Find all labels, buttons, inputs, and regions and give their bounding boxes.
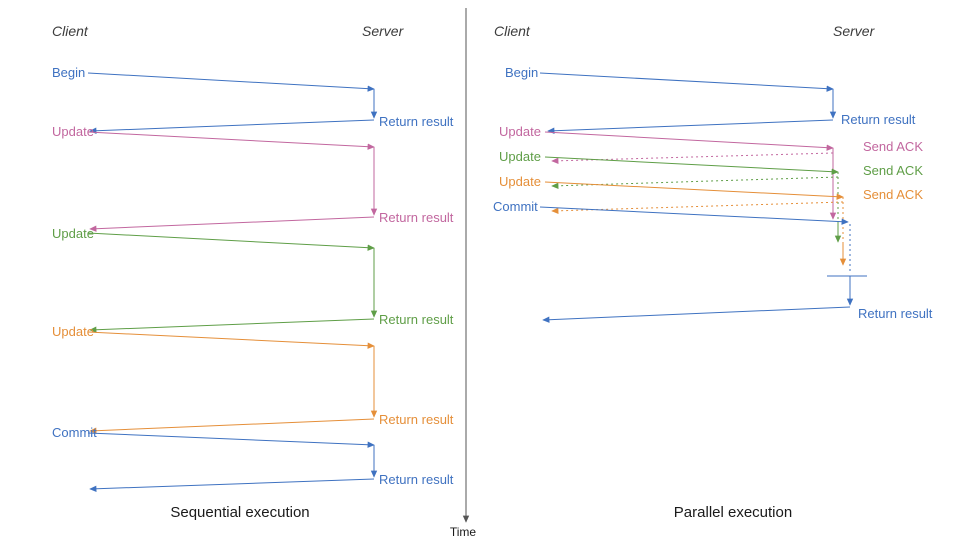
seq-update1-return-arrow: [89, 216, 375, 232]
par-update3-ack-label: Send ACK: [863, 187, 923, 202]
seq-client-label: Client: [52, 23, 89, 39]
seq-server-label: Server: [362, 23, 405, 39]
parallel-panel: Client Server Begin Return result Update…: [493, 23, 933, 521]
seq-update3-return-arrow: [89, 418, 375, 434]
seq-commit-result-label: Return result: [379, 472, 454, 487]
par-update2-label: Update: [499, 149, 541, 164]
seq-begin-label: Begin: [52, 65, 85, 80]
par-commit-return-arrow: [542, 306, 851, 323]
seq-update2-result-label: Return result: [379, 312, 454, 327]
sequential-panel: Client Server Begin Return result Update…: [52, 23, 454, 521]
par-server-label: Server: [833, 23, 876, 39]
par-update2-ack-label: Send ACK: [863, 163, 923, 178]
par-update1-ack-arrow: [551, 152, 834, 165]
par-client-label: Client: [494, 23, 531, 39]
seq-update1-label: Update: [52, 124, 94, 139]
seq-update3-label: Update: [52, 324, 94, 339]
par-update3-ack-arrow: [551, 201, 844, 215]
time-axis: Time: [450, 8, 477, 539]
seq-begin-return-arrow: [89, 119, 375, 134]
par-update2-request-arrow: [544, 156, 839, 175]
seq-update3-request-arrow: [87, 331, 375, 349]
seq-commit-request-arrow: [87, 432, 375, 448]
par-update3-label: Update: [499, 174, 541, 189]
par-update1-ack-label: Send ACK: [863, 139, 923, 154]
seq-update1-request-arrow: [87, 131, 375, 150]
seq-update3-result-label: Return result: [379, 412, 454, 427]
seq-update2-return-arrow: [89, 318, 375, 333]
seq-commit-return-arrow: [89, 478, 375, 492]
par-begin-request-arrow: [539, 72, 834, 92]
time-axis-label: Time: [450, 525, 477, 539]
par-update1-request-arrow: [544, 131, 834, 151]
par-begin-return-arrow: [547, 119, 834, 134]
parallel-caption: Parallel execution: [674, 504, 792, 521]
seq-begin-result-label: Return result: [379, 114, 454, 129]
par-commit-request-arrow: [539, 206, 849, 225]
par-begin-result-label: Return result: [841, 112, 916, 127]
sequential-caption: Sequential execution: [170, 504, 309, 521]
seq-update2-label: Update: [52, 226, 94, 241]
seq-update2-request-arrow: [87, 232, 375, 251]
par-update3-request-arrow: [544, 181, 844, 200]
par-commit-result-label: Return result: [858, 306, 933, 321]
seq-update1-result-label: Return result: [379, 210, 454, 225]
par-update1-label: Update: [499, 124, 541, 139]
par-begin-label: Begin: [505, 65, 538, 80]
par-commit-label: Commit: [493, 199, 538, 214]
seq-begin-request-arrow: [87, 72, 375, 92]
seq-commit-label: Commit: [52, 425, 97, 440]
